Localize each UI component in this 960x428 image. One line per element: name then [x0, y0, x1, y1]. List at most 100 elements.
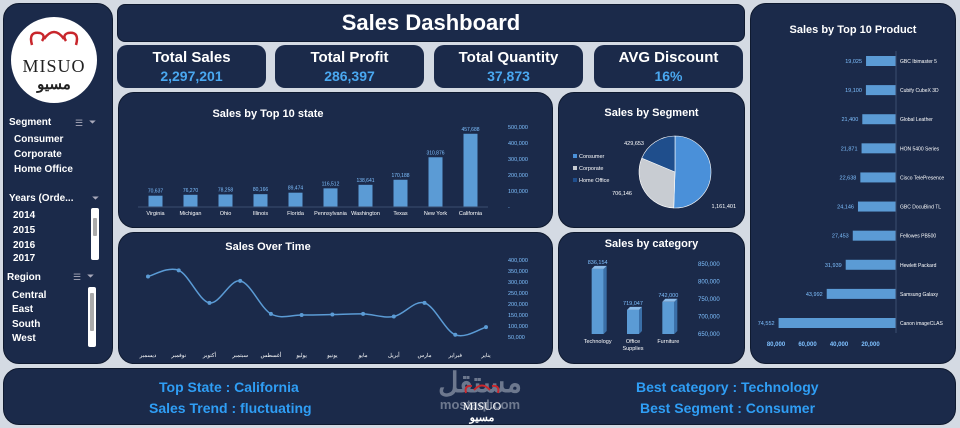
- segment-item-consumer[interactable]: Consumer: [14, 134, 64, 145]
- product-bar: [860, 172, 896, 183]
- footer-logo-arabic: مسيو: [469, 412, 495, 424]
- year-item-2016[interactable]: 2016: [13, 240, 36, 251]
- product-data-label: 22,638: [840, 175, 857, 181]
- state-bar: [218, 194, 233, 207]
- time-tick-label: أكتوبر: [202, 350, 217, 359]
- product-bar: [866, 56, 896, 66]
- time-point: [238, 278, 243, 283]
- time-y-tick: 300,000: [508, 280, 528, 286]
- multi-select-icon[interactable]: ☰: [75, 118, 84, 128]
- time-tick-label: نوفمبر: [170, 353, 186, 359]
- category-tick-label: Supplies: [622, 346, 643, 352]
- state-y-tick: 200,000: [508, 173, 528, 179]
- kpi-value: 2,297,201: [160, 68, 223, 84]
- clear-filter-icon[interactable]: ⏷: [87, 271, 95, 281]
- time-tick-label: مايو: [358, 352, 368, 359]
- year-item-2014[interactable]: 2014: [13, 210, 36, 221]
- product-tick-label: Fellowes PB500: [900, 234, 936, 240]
- time-y-tick: 100,000: [508, 324, 528, 330]
- time-y-tick: 400,000: [508, 258, 528, 264]
- state-data-label: 310,876: [426, 150, 444, 156]
- category-y-tick: 800,000: [698, 280, 720, 286]
- kpi-total-quantity: Total Quantity 37,873: [434, 45, 583, 88]
- product-data-label: 21,871: [841, 146, 858, 152]
- product-tick-label: GBC Ibimaster 5: [900, 59, 937, 65]
- segment-legend-swatch: [573, 166, 577, 170]
- kpi-value: 37,873: [487, 68, 530, 84]
- product-data-label: 19,025: [845, 59, 862, 65]
- segment-legend-swatch: [573, 178, 577, 182]
- kpi-label: Total Sales: [152, 49, 231, 66]
- region-item-central[interactable]: Central: [12, 290, 47, 301]
- state-tick-label: Illinois: [253, 211, 269, 217]
- product-tick-label: HON 5400 Series: [900, 146, 940, 152]
- state-bar: [358, 184, 373, 207]
- state-bar-chart: 70,637 Virginia 76,270 Michigan 78,258 Ohio 80…: [138, 125, 528, 217]
- state-tick-label: Pennsylvania: [314, 211, 348, 217]
- kpi-label: Total Quantity: [458, 49, 559, 66]
- product-bar: [857, 201, 896, 212]
- category-bar-top: [662, 298, 678, 302]
- time-y-tick: 50,000: [508, 335, 525, 341]
- product-tick-label: Cubify CubeX 3D: [900, 88, 939, 94]
- logo-ornament-icon: [464, 384, 500, 394]
- clear-filter-icon[interactable]: ⏷: [92, 193, 100, 203]
- segment-item-home-office[interactable]: Home Office: [14, 164, 73, 175]
- product-data-label: 43,992: [806, 292, 823, 298]
- region-item-south[interactable]: South: [12, 319, 41, 330]
- category-bar: [591, 268, 604, 334]
- region-item-west[interactable]: West: [12, 333, 36, 344]
- category-bar-top: [627, 306, 642, 310]
- state-data-label: 76,270: [183, 188, 199, 194]
- region-slicer-title: Region: [7, 272, 41, 283]
- time-point: [484, 325, 488, 330]
- category-chart-panel: [558, 232, 745, 364]
- product-x-tick: 40,000: [830, 342, 849, 348]
- category-y-tick: 750,000: [698, 297, 720, 303]
- segment-data-label: 706,146: [612, 191, 632, 197]
- segment-chart-title: Sales by Segment: [604, 107, 699, 119]
- state-y-tick: 100,000: [508, 189, 528, 195]
- time-series-line: [147, 268, 487, 337]
- multi-select-icon[interactable]: ☰: [73, 272, 82, 282]
- category-data-label: 742,000: [658, 293, 678, 299]
- product-tick-label: GBC DocuBind TL: [900, 205, 941, 211]
- segment-legend-label: Home Office: [579, 178, 609, 184]
- region-item-east[interactable]: East: [12, 304, 34, 315]
- logo-text: MISUO: [22, 56, 86, 76]
- state-bar: [148, 195, 163, 207]
- time-point: [391, 314, 396, 319]
- kpi-avg-discount: AVG Discount 16%: [594, 45, 743, 88]
- segment-item-corporate[interactable]: Corporate: [14, 149, 62, 160]
- years-scrollbar[interactable]: [91, 208, 99, 260]
- product-tick-label: Global Leather: [900, 117, 933, 123]
- category-y-tick: 650,000: [698, 332, 720, 338]
- time-tick-label: أغسطس: [260, 350, 281, 359]
- footer-logo-text: MISUO: [462, 399, 502, 413]
- category-y-tick: 850,000: [698, 262, 720, 268]
- logo-arabic: مسيو: [37, 76, 71, 93]
- state-tick-label: Virginia: [146, 211, 165, 217]
- year-item-2017[interactable]: 2017: [13, 253, 36, 261]
- time-point: [299, 313, 304, 317]
- category-data-label: 719,047: [623, 301, 643, 307]
- clear-filter-icon[interactable]: ⏷: [89, 117, 97, 127]
- category-tick-label: Furniture: [657, 339, 679, 345]
- state-y-tick: 400,000: [508, 141, 528, 147]
- year-item-2015[interactable]: 2015: [13, 225, 36, 236]
- kpi-label: Total Profit: [310, 49, 389, 66]
- time-point: [330, 312, 335, 317]
- state-data-label: 170,188: [391, 173, 409, 179]
- watermark-subtext: mostaql.com: [439, 397, 521, 412]
- time-point: [176, 268, 181, 273]
- state-data-label: 457,688: [461, 127, 479, 133]
- time-y-tick: 250,000: [508, 291, 528, 297]
- best-category-text: Best category : Technology: [636, 379, 819, 395]
- region-scrollbar[interactable]: [88, 287, 96, 347]
- state-data-label: 138,641: [356, 178, 374, 184]
- time-tick-label: ديسمبر: [139, 353, 157, 359]
- product-x-tick: 20,000: [861, 342, 880, 348]
- category-tick-label: Technology: [584, 339, 612, 345]
- time-y-tick: 350,000: [508, 269, 528, 275]
- category-bar-top: [591, 265, 607, 269]
